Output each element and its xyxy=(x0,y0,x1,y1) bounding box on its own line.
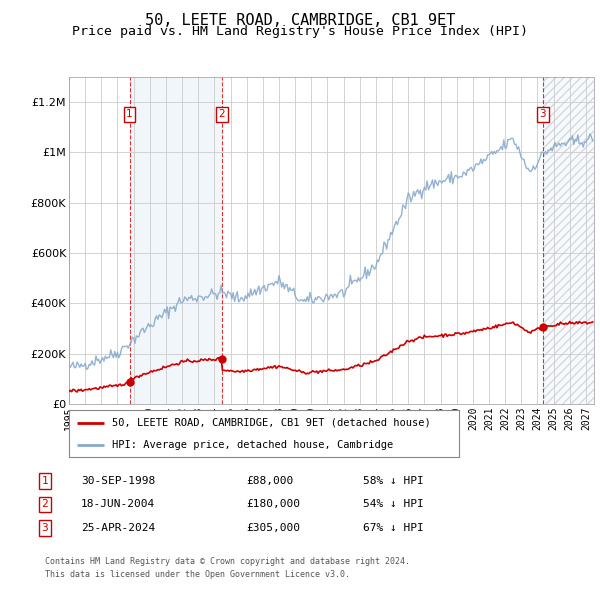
Bar xyxy=(542,77,594,404)
Text: £180,000: £180,000 xyxy=(246,500,300,509)
Text: 3: 3 xyxy=(41,523,49,533)
Text: 50, LEETE ROAD, CAMBRIDGE, CB1 9ET: 50, LEETE ROAD, CAMBRIDGE, CB1 9ET xyxy=(145,13,455,28)
Bar xyxy=(542,77,594,404)
Text: 50, LEETE ROAD, CAMBRIDGE, CB1 9ET (detached house): 50, LEETE ROAD, CAMBRIDGE, CB1 9ET (deta… xyxy=(112,418,431,428)
Text: 54% ↓ HPI: 54% ↓ HPI xyxy=(363,500,424,509)
Text: 1: 1 xyxy=(126,109,133,119)
Text: 58% ↓ HPI: 58% ↓ HPI xyxy=(363,476,424,486)
Text: 3: 3 xyxy=(539,109,546,119)
Text: Contains HM Land Registry data © Crown copyright and database right 2024.: Contains HM Land Registry data © Crown c… xyxy=(45,558,410,566)
Text: 18-JUN-2004: 18-JUN-2004 xyxy=(81,500,155,509)
Text: 30-SEP-1998: 30-SEP-1998 xyxy=(81,476,155,486)
Text: 25-APR-2024: 25-APR-2024 xyxy=(81,523,155,533)
Text: 2: 2 xyxy=(41,500,49,509)
Text: £88,000: £88,000 xyxy=(246,476,293,486)
Bar xyxy=(130,77,222,404)
Text: 1: 1 xyxy=(41,476,49,486)
Text: 2: 2 xyxy=(218,109,225,119)
Text: £305,000: £305,000 xyxy=(246,523,300,533)
Text: This data is licensed under the Open Government Licence v3.0.: This data is licensed under the Open Gov… xyxy=(45,571,350,579)
Text: 67% ↓ HPI: 67% ↓ HPI xyxy=(363,523,424,533)
Text: Price paid vs. HM Land Registry's House Price Index (HPI): Price paid vs. HM Land Registry's House … xyxy=(72,25,528,38)
Text: HPI: Average price, detached house, Cambridge: HPI: Average price, detached house, Camb… xyxy=(112,440,393,450)
